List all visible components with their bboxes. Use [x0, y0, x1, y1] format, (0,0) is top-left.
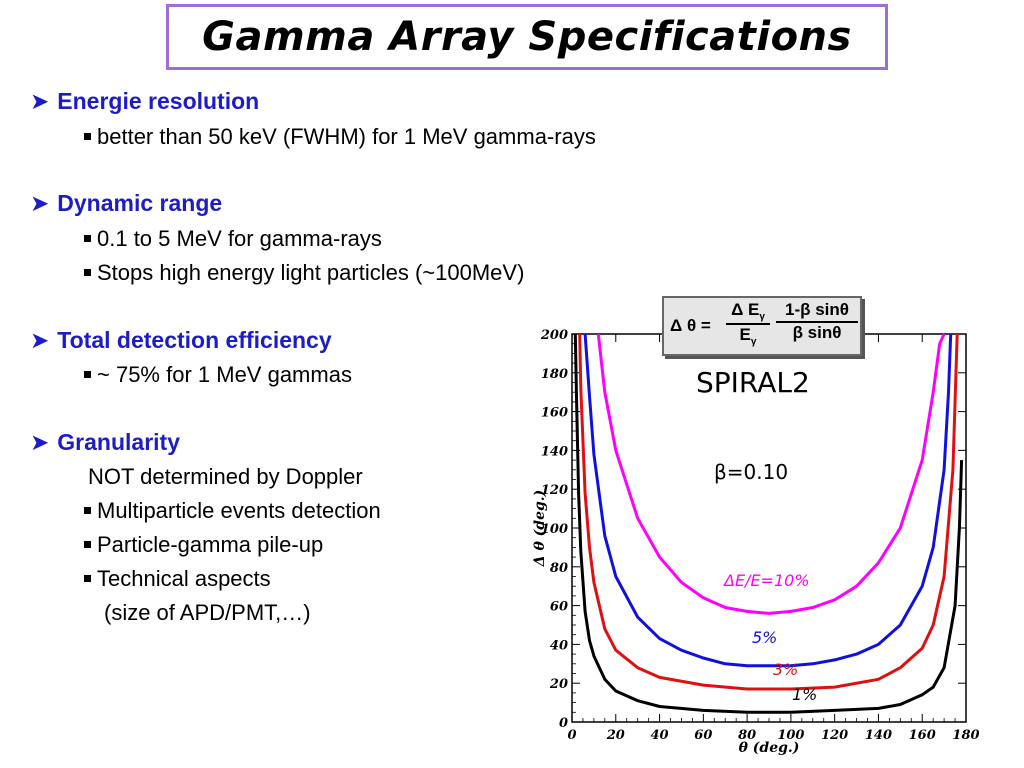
- y-tick-label: 0: [559, 716, 568, 731]
- list-item: ~ 75% for 1 MeV gammas: [84, 362, 352, 388]
- section-note: NOT determined by Doppler: [88, 464, 363, 489]
- y-tick-label: 20: [549, 677, 568, 692]
- formula-fraction-2: 1-β sinθ β sinθ: [776, 300, 858, 343]
- doppler-chart: 0 20 40 60 80 100 120 140 160 180 0 20 40 60 80 100 120…: [532, 328, 980, 756]
- bullet-icon: [84, 133, 91, 140]
- spiral-label: SPIRAL2: [696, 366, 810, 399]
- list-item: better than 50 keV (FWHM) for 1 MeV gamm…: [84, 124, 596, 150]
- y-tick-label: 160: [541, 406, 568, 421]
- list-item: Stops high energy light particles (~100M…: [84, 260, 524, 286]
- item-text: Stops high energy light particles (~100M…: [97, 260, 525, 285]
- heading-text: Granularity: [57, 429, 180, 455]
- item-text: Technical aspects: [97, 566, 271, 591]
- item-note: (size of APD/PMT,…): [104, 600, 311, 625]
- y-axis-label: Δ θ (deg.): [532, 490, 548, 568]
- formula-lhs: Δ θ =: [670, 316, 711, 335]
- x-axis-label: θ (deg.): [739, 740, 800, 756]
- bullet-icon: [84, 269, 91, 276]
- title-box: Gamma Array Specifications: [166, 4, 888, 70]
- bullet-icon: [84, 575, 91, 582]
- x-tick-label: 80: [738, 728, 756, 743]
- section-heading: ➤ Dynamic range: [30, 190, 222, 217]
- y-tick-label: 180: [541, 367, 568, 382]
- list-item: Technical aspects: [84, 566, 271, 592]
- y-tick-label: 40: [550, 638, 568, 653]
- spec-list: ➤ Energie resolution better than 50 keV (…: [30, 88, 596, 625]
- formula-den-2: β sinθ: [792, 323, 842, 342]
- y-tick-label: 120: [541, 483, 568, 498]
- bullet-icon: [84, 507, 91, 514]
- y-tick-label: 140: [541, 444, 568, 459]
- den1-sub: γ: [750, 336, 757, 348]
- arrow-icon: ➤: [30, 190, 50, 216]
- formula-num-1: Δ Eγ: [726, 300, 770, 326]
- item-text: 0.1 to 5 MeV for gamma-rays: [97, 226, 382, 251]
- den1-text: E: [739, 325, 751, 345]
- curves: [573, 333, 964, 714]
- x-axis: 0 20 40 60 80 100 120 140 160 180: [567, 334, 980, 743]
- x-tick-label: 20: [606, 728, 625, 743]
- x-tick-label: 0: [567, 728, 576, 743]
- curve-line: [583, 333, 953, 668]
- x-tick-label: 140: [865, 728, 892, 743]
- y-axis: 0 20 40 60 80 100 120 140 160 180 200: [540, 328, 966, 731]
- arrow-icon: ➤: [30, 429, 50, 455]
- curve-line: [578, 333, 959, 691]
- formula-fraction-1: Δ Eγ Eγ: [726, 300, 770, 348]
- item-text: ~ 75% for 1 MeV gammas: [97, 362, 352, 387]
- curve-label-1pct: 1%: [792, 685, 818, 704]
- bullet-icon: [84, 235, 91, 242]
- y-tick-label: 80: [550, 561, 568, 576]
- bullet-icon: [84, 371, 91, 378]
- doppler-formula: Δ θ = Δ Eγ Eγ 1-β sinθ β sinθ: [662, 296, 862, 356]
- num1-text: Δ E: [731, 300, 760, 319]
- list-item: Multiparticle events detection: [84, 498, 381, 524]
- curve-label-5pct: 5%: [752, 628, 778, 647]
- x-tick-label: 40: [651, 728, 669, 743]
- item-text: Multiparticle events detection: [97, 498, 381, 523]
- page-title: Gamma Array Specifications: [202, 14, 852, 60]
- section-heading: ➤ Total detection efficiency: [30, 327, 332, 354]
- item-text: better than 50 keV (FWHM) for 1 MeV gamm…: [97, 124, 596, 149]
- section-heading: ➤ Granularity: [30, 429, 180, 456]
- x-tick-label: 60: [694, 728, 712, 743]
- curve-line: [596, 333, 946, 615]
- x-tick-label: 180: [952, 728, 979, 743]
- formula-den-1: Eγ: [726, 325, 770, 347]
- y-tick-label: 100: [541, 522, 568, 537]
- y-tick-label: 60: [550, 600, 568, 615]
- list-item: Particle-gamma pile-up: [84, 532, 323, 558]
- x-tick-label: 160: [909, 728, 936, 743]
- arrow-icon: ➤: [30, 88, 50, 114]
- arrow-icon: ➤: [30, 327, 50, 353]
- heading-text: Energie resolution: [57, 88, 260, 114]
- curve-line: [573, 333, 964, 714]
- y-tick-label: 200: [540, 328, 568, 343]
- section-heading: ➤ Energie resolution: [30, 88, 259, 115]
- x-tick-label: 100: [777, 728, 804, 743]
- heading-text: Total detection efficiency: [57, 327, 332, 353]
- curve-label-10pct: ΔE/E=10%: [724, 571, 810, 590]
- curve-label-3pct: 3%: [773, 660, 799, 679]
- item-text: Particle-gamma pile-up: [97, 532, 324, 557]
- num1-sub: γ: [759, 311, 765, 323]
- list-item: 0.1 to 5 MeV for gamma-rays: [84, 226, 382, 252]
- x-tick-label: 120: [821, 728, 848, 743]
- beta-label: β=0.10: [714, 460, 789, 484]
- formula-num-2: 1-β sinθ: [776, 300, 858, 323]
- bullet-icon: [84, 541, 91, 548]
- heading-text: Dynamic range: [57, 190, 223, 216]
